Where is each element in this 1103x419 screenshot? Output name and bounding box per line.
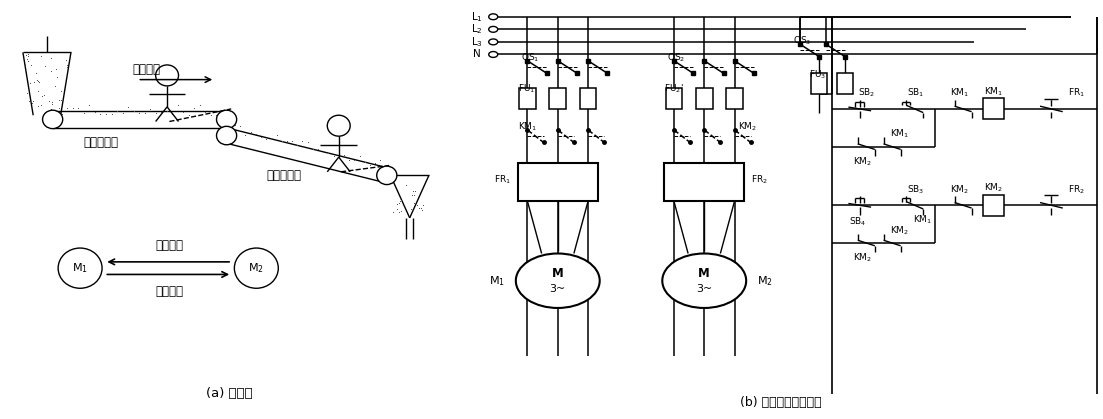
Text: (b) 顺序联锁控制电路: (b) 顺序联锁控制电路 <box>739 396 822 409</box>
Text: (a) 示意图: (a) 示意图 <box>205 387 253 401</box>
Text: 第二条皮带: 第二条皮带 <box>83 136 118 149</box>
Text: M$_1$: M$_1$ <box>72 261 88 275</box>
Bar <box>549 88 566 109</box>
Bar <box>517 163 598 201</box>
Bar <box>696 88 713 109</box>
Text: 停止顺序: 停止顺序 <box>156 285 183 298</box>
Text: QS$_3$: QS$_3$ <box>793 35 812 47</box>
Text: N: N <box>473 49 481 59</box>
Text: L$_3$: L$_3$ <box>471 35 483 49</box>
Text: 3~: 3~ <box>549 284 566 294</box>
Text: L$_2$: L$_2$ <box>471 23 483 36</box>
Bar <box>665 88 683 109</box>
Text: KM$_2$: KM$_2$ <box>854 155 872 168</box>
Circle shape <box>662 253 746 308</box>
Text: M: M <box>552 266 564 280</box>
Text: FR$_2$: FR$_2$ <box>751 174 768 186</box>
Text: QS$_1$: QS$_1$ <box>521 52 539 64</box>
Bar <box>520 88 536 109</box>
Text: FU$_1$: FU$_1$ <box>517 83 535 96</box>
Text: M$_2$: M$_2$ <box>757 274 773 287</box>
Circle shape <box>58 248 103 288</box>
Text: KM$_2$: KM$_2$ <box>950 183 970 196</box>
Text: KM$_2$: KM$_2$ <box>738 121 757 133</box>
Text: SB$_2$: SB$_2$ <box>857 87 875 99</box>
Circle shape <box>489 14 497 20</box>
Circle shape <box>234 248 278 288</box>
Circle shape <box>43 110 63 129</box>
Circle shape <box>489 26 497 32</box>
Text: FU$_3$: FU$_3$ <box>810 68 827 81</box>
Text: KM$_1$: KM$_1$ <box>890 128 909 140</box>
Text: KM$_1$: KM$_1$ <box>984 85 1003 98</box>
Text: M$_2$: M$_2$ <box>248 261 265 275</box>
Bar <box>664 163 745 201</box>
Text: KM$_1$: KM$_1$ <box>950 87 970 99</box>
Text: KM$_2$: KM$_2$ <box>984 181 1003 194</box>
Text: L$_1$: L$_1$ <box>471 10 483 23</box>
Text: M: M <box>698 266 710 280</box>
Circle shape <box>489 52 497 57</box>
Bar <box>836 73 854 94</box>
Circle shape <box>156 65 179 86</box>
Text: SB$_3$: SB$_3$ <box>907 183 924 196</box>
Circle shape <box>328 115 350 136</box>
Text: QS$_2$: QS$_2$ <box>667 52 686 64</box>
Text: FR$_1$: FR$_1$ <box>1068 87 1084 99</box>
Bar <box>726 88 743 109</box>
Text: SB$_4$: SB$_4$ <box>849 216 867 228</box>
Text: SB$_1$: SB$_1$ <box>907 87 924 99</box>
Text: KM$_2$: KM$_2$ <box>890 224 909 237</box>
Text: 启动顺序: 启动顺序 <box>156 238 183 252</box>
Text: 第一条皮带: 第一条皮带 <box>266 169 301 183</box>
Text: FR$_2$: FR$_2$ <box>1068 183 1084 196</box>
Circle shape <box>377 166 397 185</box>
Text: KM$_1$: KM$_1$ <box>912 214 932 226</box>
Bar <box>983 98 1004 119</box>
Circle shape <box>216 110 237 129</box>
Bar <box>983 195 1004 216</box>
Bar <box>580 88 597 109</box>
Circle shape <box>516 253 600 308</box>
Text: FU$_2$': FU$_2$' <box>664 83 684 96</box>
Text: KM$_1$: KM$_1$ <box>517 121 537 133</box>
Circle shape <box>489 39 497 45</box>
Text: KM$_2$: KM$_2$ <box>854 251 872 264</box>
Circle shape <box>216 127 237 145</box>
Bar <box>811 73 827 94</box>
Text: 3~: 3~ <box>696 284 713 294</box>
Text: FR$_1$: FR$_1$ <box>494 174 512 186</box>
Text: M$_1$: M$_1$ <box>489 274 505 287</box>
Text: 运料方向: 运料方向 <box>132 62 160 76</box>
